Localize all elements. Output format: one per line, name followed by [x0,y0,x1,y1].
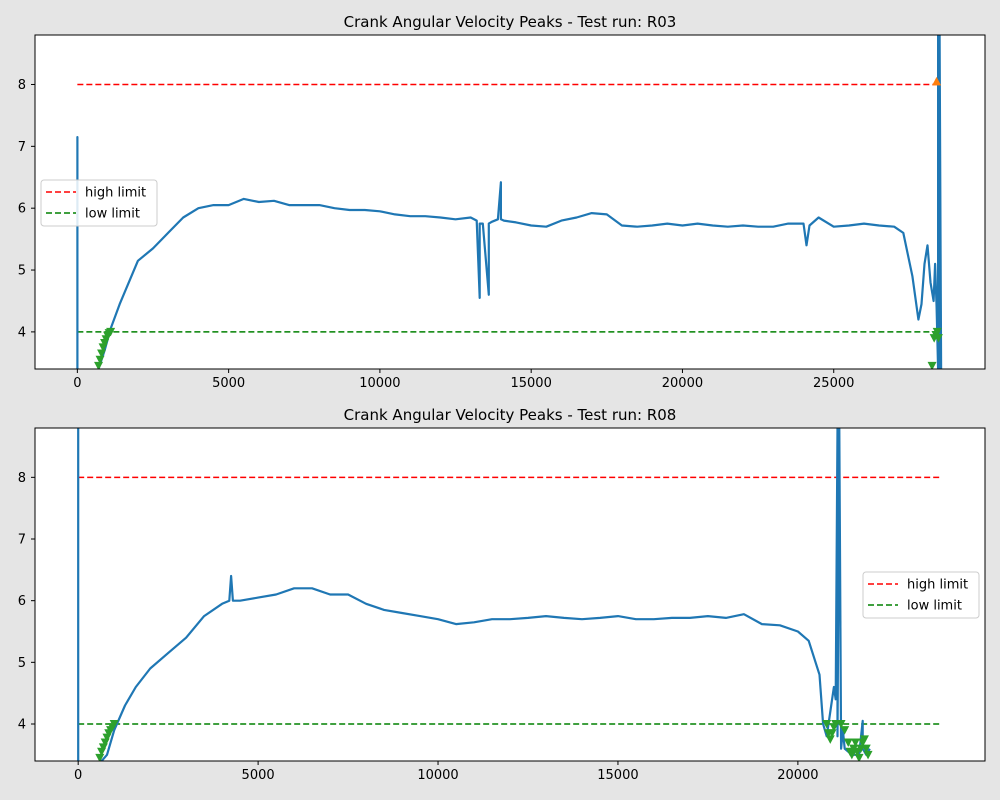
low-limit-marker [95,753,105,761]
x-tick-label: 5000 [212,376,245,391]
low-limit-marker [822,720,832,729]
x-tick-label: 5000 [242,768,275,783]
y-tick-label: 8 [18,471,26,486]
low-limit-marker [836,720,846,729]
plot-content [76,35,943,369]
chart-2: 0 5000 10000 15000 20000 4 5 6 7 8 Crank Angular V… [18,406,986,783]
chart-1: 0 5000 10000 15000 20000 25000 4 5 6 7 8 Crank Angu… [18,13,986,391]
low-limit-marker [854,753,864,761]
y-tick-label: 6 [18,202,26,217]
x-tick-label: 25000 [813,376,854,391]
legend: high limit low limit [40,179,158,227]
legend-label: high limit [907,578,968,593]
low-limit-marker [861,744,871,754]
low-limit-marker [859,735,869,744]
low-limit-marker [827,729,837,738]
legend-label: low limit [85,207,140,222]
chart-title: Crank Angular Velocity Peaks - Test run:… [344,406,677,424]
low-limit-marker [97,349,107,359]
low-limit-marker [840,726,850,735]
x-tick-label: 20000 [662,376,703,391]
low-limit-marker [863,750,873,760]
low-limit-marker [927,361,937,369]
low-limit-marker [843,738,853,747]
low-limit-marker [95,355,105,365]
low-limit-marker [106,327,116,337]
chart-title: Crank Angular Velocity Peaks - Test run:… [344,13,677,31]
high-limit-marker [932,76,942,86]
x-tick-label: 15000 [510,376,551,391]
x-tick-label: 0 [73,376,81,391]
plot-frame [34,34,986,370]
low-limit-marker [109,720,119,729]
low-limit-marker [850,738,860,747]
plot-frame [34,427,986,762]
plot-area [35,35,985,369]
charts-container: 0 5000 10000 15000 20000 25000 4 5 6 7 8 Crank Angu… [18,13,986,783]
y-tick-label: 5 [18,264,26,279]
y-tick-label: 7 [18,533,26,548]
legend-label: low limit [907,599,962,614]
legend-label: high limit [85,186,146,201]
x-tick-label: 15000 [597,768,638,783]
velocity-series-line [77,428,871,761]
y-tick-label: 8 [18,78,26,93]
x-tick-label: 10000 [359,376,400,391]
plot-content [77,428,942,761]
low-limit-marker [825,735,835,744]
x-tick-label: 0 [74,768,82,783]
y-tick-label: 4 [18,325,26,340]
x-tick-label: 10000 [417,768,458,783]
low-limit-marker [933,334,943,343]
y-tick-label: 7 [18,140,26,155]
plot-area [35,428,985,761]
low-limit-marker [847,750,857,760]
y-tick-label: 6 [18,594,26,609]
x-tick-label: 20000 [777,768,818,783]
low-limit-marker [932,327,942,337]
y-tick-label: 5 [18,656,26,671]
velocity-series-line [76,35,943,369]
y-tick-label: 4 [18,718,26,733]
legend: high limit low limit [862,571,980,619]
low-limit-marker [94,361,104,369]
